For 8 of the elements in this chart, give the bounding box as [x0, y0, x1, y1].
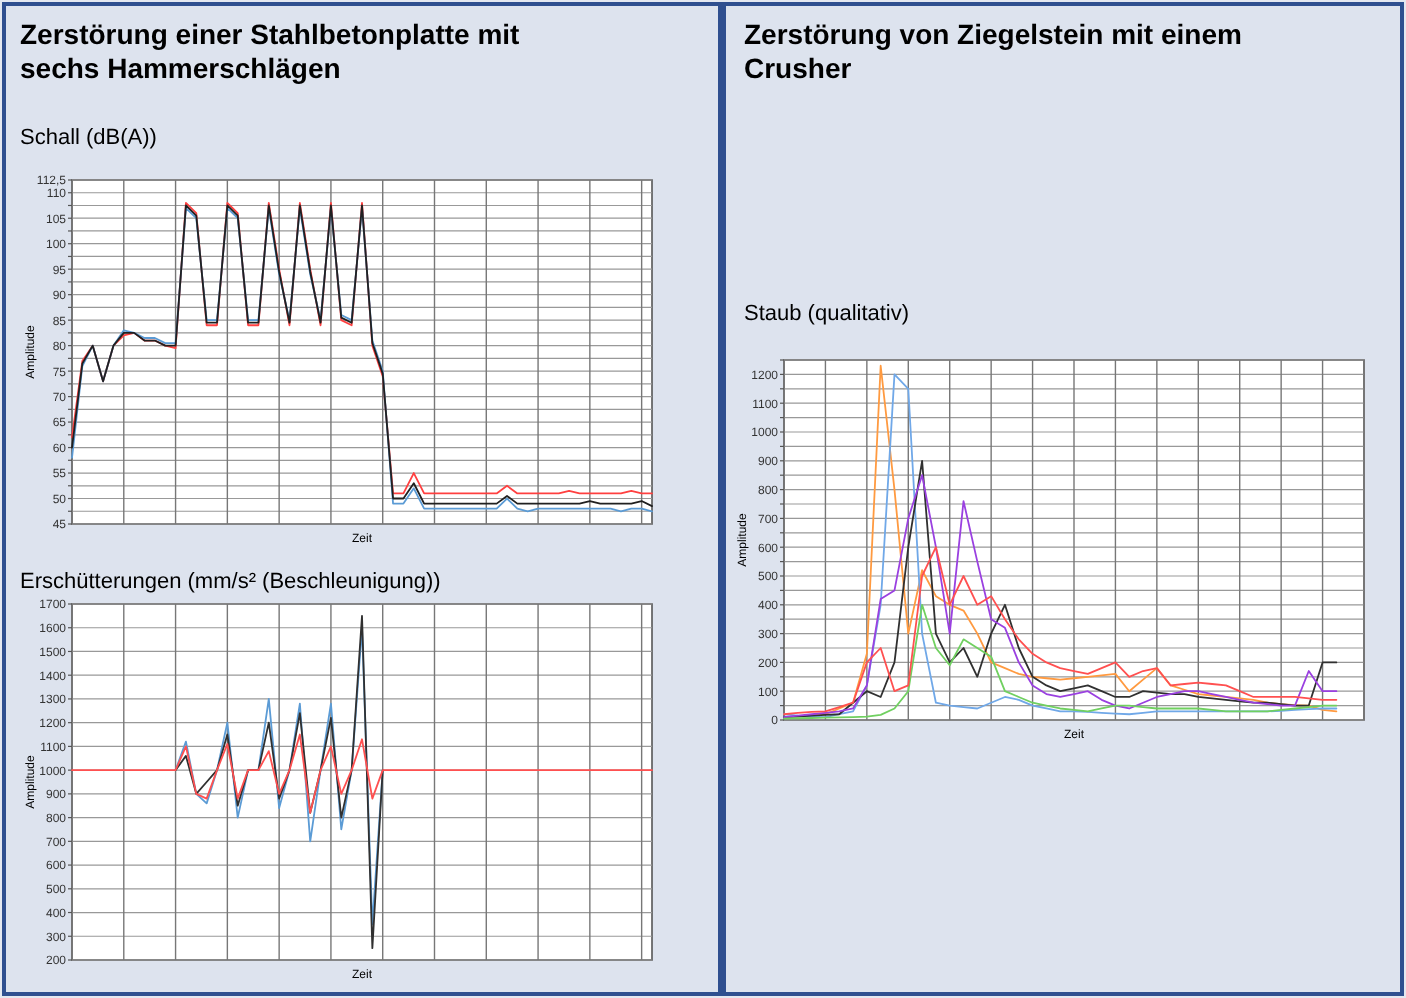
chart-subtitle: Staub (qualitativ): [744, 302, 910, 326]
line-series: [783, 546, 1338, 716]
chart-title: Zerstörung von Ziegelstein mit einem Crusher: [744, 18, 1242, 84]
line-series: [71, 733, 653, 814]
chart-title: Erschütterungen (mm/s² (Beschleunigung)): [20, 570, 441, 594]
line-series: [783, 603, 1338, 720]
chart-subtitle: Schall (dB(A)): [20, 126, 157, 150]
chart-title: Zerstörung einer Stahlbetonplatte mit sechs Hammerschlägen: [20, 18, 521, 84]
